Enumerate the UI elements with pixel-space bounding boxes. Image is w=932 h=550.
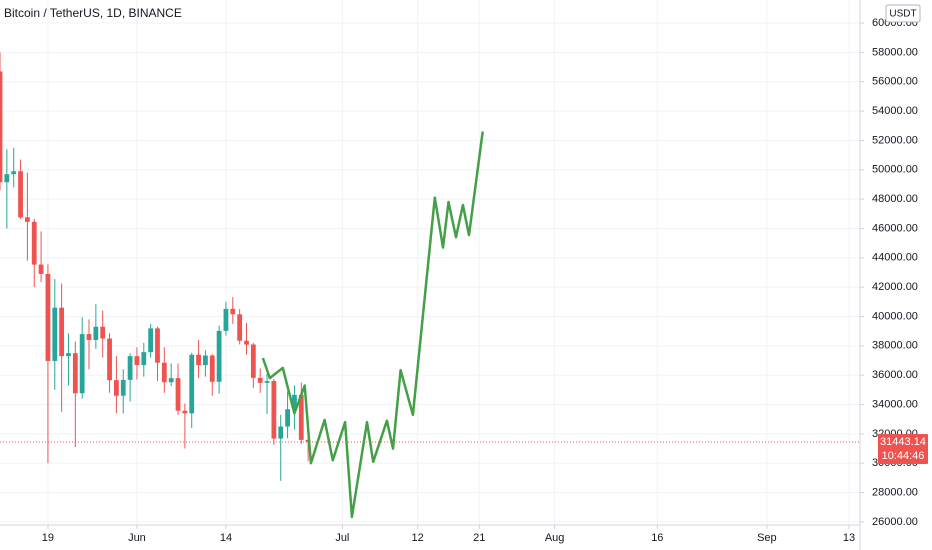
candle-body: [127, 356, 133, 380]
axes: 26000.0028000.0030000.0032000.0034000.00…: [42, 17, 928, 544]
candle-body: [86, 334, 92, 340]
y-tick-label: 44000.00: [872, 252, 918, 264]
y-tick-label: 54000.00: [872, 105, 918, 117]
y-tick-label: 50000.00: [872, 164, 918, 176]
x-tick-label: Sep: [757, 532, 777, 544]
y-tick-label: 52000.00: [872, 134, 918, 146]
y-tick-label: 48000.00: [872, 193, 918, 205]
candle-body: [168, 378, 174, 383]
last-price-box: [878, 434, 928, 465]
y-tick-label: 28000.00: [872, 486, 918, 498]
candle-body: [250, 344, 256, 378]
candle-body: [72, 353, 78, 394]
x-tick-label: 21: [473, 532, 485, 544]
candle-body: [209, 355, 215, 382]
candle-body: [52, 307, 58, 361]
y-tick-label: 34000.00: [872, 398, 918, 410]
candle-body: [66, 353, 71, 357]
candle-body: [298, 394, 304, 440]
marks: [0, 52, 860, 519]
x-tick-label: Aug: [545, 532, 565, 544]
y-tick-label: 40000.00: [872, 310, 918, 322]
candle-body: [11, 171, 17, 175]
x-tick-label: 13: [843, 532, 855, 544]
last-price-label: 31443.14: [880, 436, 926, 448]
candle-body: [278, 426, 284, 439]
y-tick-label: 36000.00: [872, 369, 918, 381]
candle-body: [120, 379, 126, 396]
candle-body: [264, 381, 270, 383]
countdown-label: 10:44:46: [882, 450, 925, 462]
time-axis-bg: [0, 525, 860, 550]
candle-body: [155, 328, 160, 363]
candle-body: [79, 334, 85, 394]
candle-body: [141, 352, 147, 366]
candle-body: [0, 71, 3, 183]
candle-body: [161, 362, 167, 383]
candle-body: [230, 308, 236, 315]
candle-body: [114, 380, 119, 396]
y-tick-label: 46000.00: [872, 222, 918, 234]
candle-body: [196, 354, 201, 366]
x-tick-label: Jun: [128, 532, 146, 544]
candle-body: [24, 217, 30, 222]
currency[interactable]: USDT: [889, 9, 916, 20]
candle-body: [45, 273, 51, 361]
x-tick-label: 19: [42, 532, 54, 544]
x-tick-label: 14: [220, 532, 232, 544]
candle-body: [18, 171, 23, 218]
candle-body: [237, 314, 243, 341]
candle-body: [216, 330, 222, 382]
y-tick-label: 42000.00: [872, 281, 918, 293]
candle-body: [93, 326, 99, 340]
candle-body: [31, 221, 37, 265]
candle-body: [134, 356, 140, 366]
candle-body: [292, 394, 297, 410]
candle-body: [148, 328, 154, 353]
grid: [0, 0, 860, 525]
candle-body: [285, 409, 290, 427]
candle-body: [38, 264, 44, 274]
candle-body: [203, 355, 208, 366]
drawing-line: [261, 131, 484, 519]
x-tick-label: 16: [651, 532, 663, 544]
y-tick-label: 58000.00: [872, 46, 918, 58]
candle-body: [59, 307, 65, 357]
y-tick-label: 56000.00: [872, 76, 918, 88]
candle-body: [4, 174, 10, 183]
candle-body: [189, 354, 195, 414]
currency-box[interactable]: [885, 4, 921, 23]
candle-body: [257, 377, 263, 383]
candle-body: [175, 378, 181, 411]
candle-body: [107, 338, 112, 381]
y-tick-label: 38000.00: [872, 340, 918, 352]
candle-body: [182, 410, 188, 414]
candle-body: [223, 308, 229, 331]
candle-body: [271, 381, 277, 439]
x-tick-label: 12: [412, 532, 424, 544]
candle-body: [244, 340, 249, 345]
candle-body: [100, 326, 106, 339]
y-tick-label: 26000.00: [872, 516, 918, 528]
chart-title: Bitcoin / TetherUS, 1D, BINANCE: [4, 6, 182, 20]
x-tick-label: Jul: [335, 532, 349, 544]
